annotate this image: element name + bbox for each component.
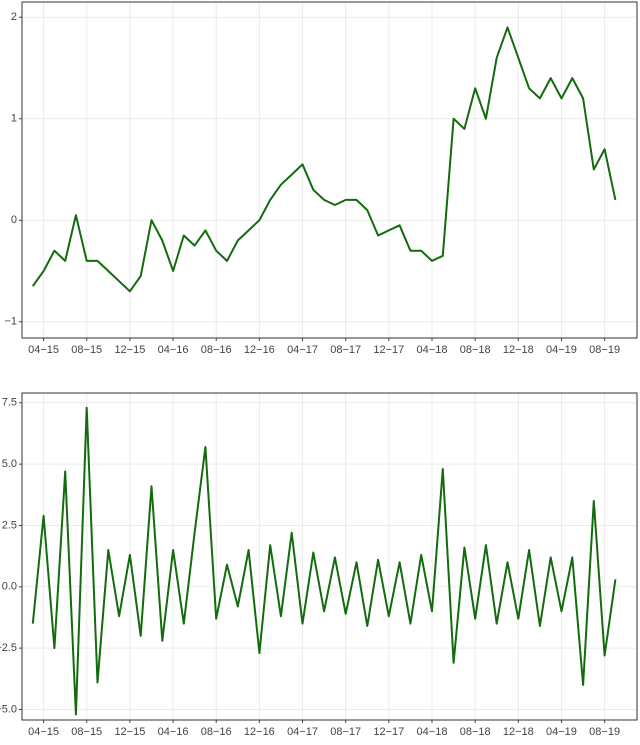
y-tick-label: 0.0 bbox=[2, 581, 17, 593]
x-tick-label: 08−15 bbox=[71, 726, 102, 738]
x-tick-label: 12−18 bbox=[503, 726, 534, 738]
y-tick-label: −5.0 bbox=[0, 703, 17, 715]
x-tick-label: 04−18 bbox=[417, 344, 448, 356]
y-tick-label: 2.5 bbox=[2, 519, 17, 531]
x-tick-label: 04−16 bbox=[158, 344, 189, 356]
x-tick-label: 04−17 bbox=[287, 726, 318, 738]
x-tick-label: 08−18 bbox=[460, 726, 491, 738]
y-tick-label: −1 bbox=[4, 316, 17, 328]
x-tick-label: 08−18 bbox=[460, 344, 491, 356]
x-tick-label: 08−16 bbox=[201, 344, 232, 356]
x-tick-label: 12−17 bbox=[373, 344, 404, 356]
x-tick-label: 12−17 bbox=[373, 726, 404, 738]
x-tick-label: 12−15 bbox=[114, 726, 145, 738]
y-tick-label: 7.5 bbox=[2, 397, 17, 409]
y-tick-label: 1 bbox=[11, 113, 17, 125]
x-tick-label: 04−15 bbox=[28, 344, 59, 356]
x-tick-label: 08−17 bbox=[330, 344, 361, 356]
x-tick-label: 12−15 bbox=[114, 344, 145, 356]
x-tick-label: 04−18 bbox=[417, 726, 448, 738]
x-tick-label: 04−19 bbox=[546, 344, 577, 356]
y-tick-label: 0 bbox=[11, 214, 17, 226]
x-tick-label: 08−15 bbox=[71, 344, 102, 356]
x-tick-label: 08−17 bbox=[330, 726, 361, 738]
plot-panel bbox=[22, 2, 637, 338]
data-line bbox=[31, 26, 617, 293]
plot-border bbox=[21, 392, 638, 721]
x-tick-label: 04−19 bbox=[546, 726, 577, 738]
x-tick-label: 04−15 bbox=[28, 726, 59, 738]
x-tick-label: 12−18 bbox=[503, 344, 534, 356]
x-tick-label: 04−16 bbox=[158, 726, 189, 738]
y-tick-label: 5.0 bbox=[2, 458, 17, 470]
plot-panel bbox=[22, 393, 637, 720]
x-tick-label: 12−16 bbox=[244, 726, 275, 738]
plot-border bbox=[21, 1, 638, 339]
y-tick-label: −2.5 bbox=[0, 642, 17, 654]
x-tick-label: 12−16 bbox=[244, 344, 275, 356]
x-tick-label: 08−16 bbox=[201, 726, 232, 738]
x-tick-label: 08−19 bbox=[589, 726, 620, 738]
x-tick-label: 08−19 bbox=[589, 344, 620, 356]
data-line bbox=[31, 406, 617, 716]
x-tick-label: 04−17 bbox=[287, 344, 318, 356]
y-tick-label: 2 bbox=[11, 11, 17, 23]
